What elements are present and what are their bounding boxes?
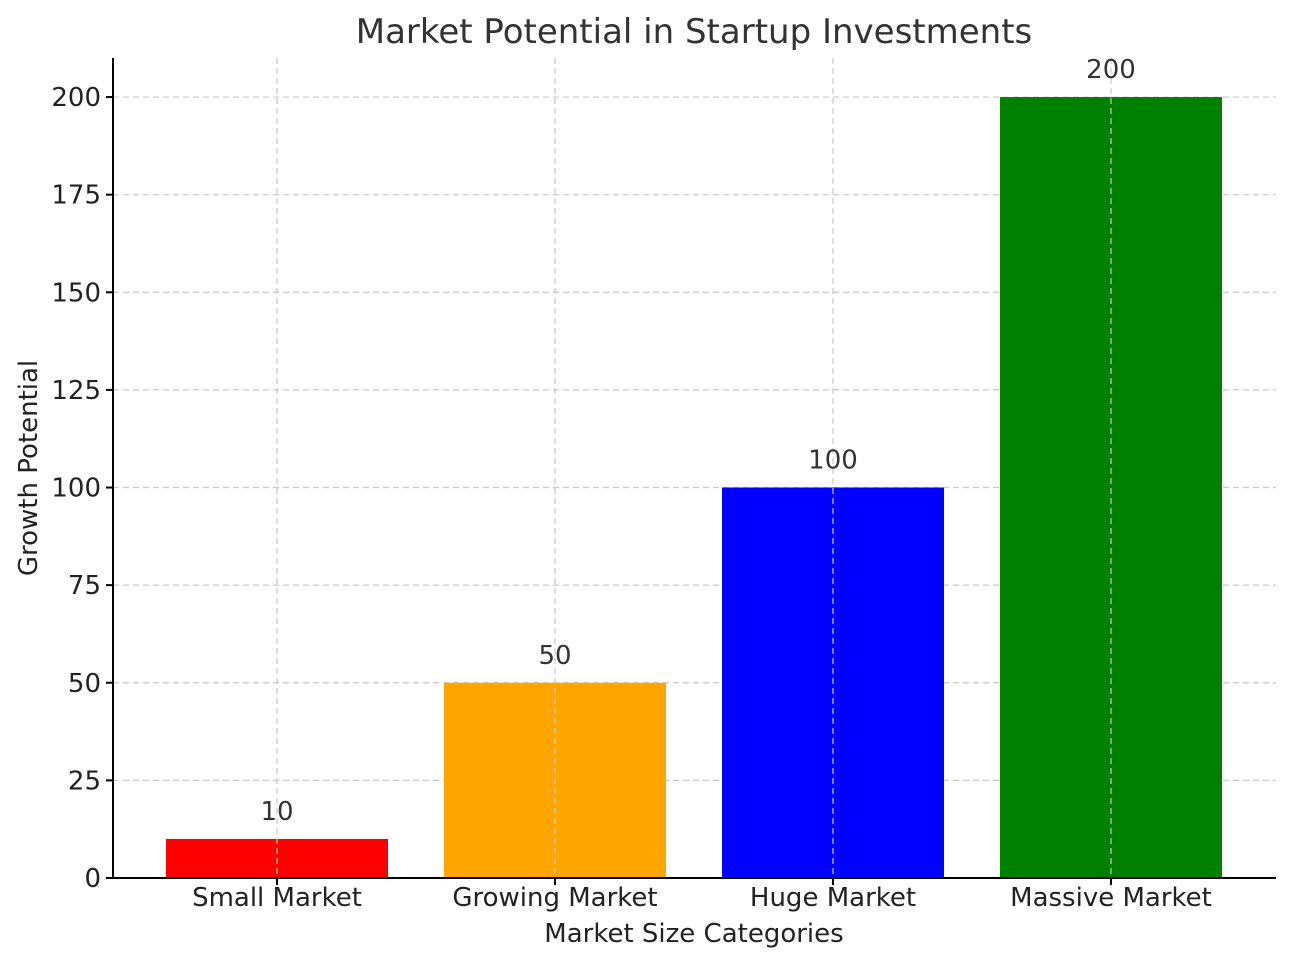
y-tick-label: 50	[68, 669, 101, 699]
x-tick-label: Massive Market	[1010, 883, 1212, 913]
y-tick-label: 75	[68, 571, 101, 601]
y-tick-label: 0	[84, 864, 101, 894]
y-tick-label: 150	[51, 278, 101, 308]
y-tick-label: 200	[51, 83, 101, 113]
x-tick-label: Small Market	[192, 883, 362, 913]
bar-value-label: 10	[260, 797, 293, 827]
y-tick-label: 175	[51, 181, 101, 211]
chart-title: Market Potential in Startup Investments	[356, 12, 1033, 52]
x-axis-ticks: Small Market Growing Market Huge Market Mas…	[192, 878, 1212, 913]
y-axis-label: Growth Potential	[14, 360, 44, 576]
x-axis-label: Market Size Categories	[544, 919, 843, 949]
bar	[1000, 97, 1222, 879]
vertical-grid-lines	[276, 58, 1112, 878]
y-tick-label: 25	[68, 766, 101, 796]
x-tick-label: Growing Market	[452, 883, 657, 913]
y-tick-label: 125	[51, 376, 101, 406]
bar-value-label: 50	[538, 641, 571, 671]
grid-lines	[113, 96, 1276, 879]
data-labels: 10 50 100 200	[260, 55, 1135, 827]
y-axis-ticks: 0 25 50 75 100 125 150 175 200	[51, 83, 113, 894]
bar-value-label: 200	[1086, 55, 1136, 85]
x-tick-label: Huge Market	[750, 883, 916, 913]
y-tick-label: 100	[51, 474, 101, 504]
bar-value-label: 100	[808, 446, 858, 476]
